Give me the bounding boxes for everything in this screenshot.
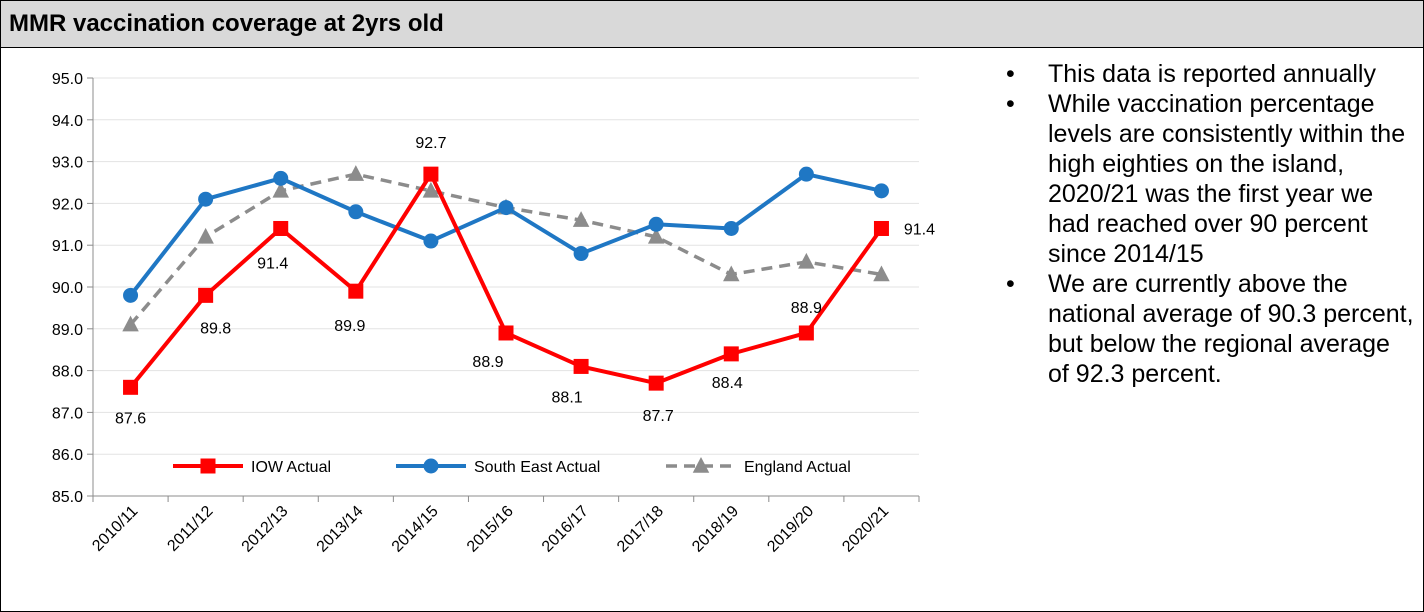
y-tick-label: 95.0 xyxy=(52,71,83,88)
note-text: This data is reported annually xyxy=(1048,60,1376,88)
data-point xyxy=(348,283,364,299)
data-label: 89.8 xyxy=(200,320,231,337)
data-label: 88.1 xyxy=(552,389,583,406)
bullet-icon: • xyxy=(1006,60,1015,88)
data-point xyxy=(873,220,889,236)
bullet-icon: • xyxy=(1006,270,1015,298)
data-point xyxy=(423,233,439,249)
data-label: 91.4 xyxy=(904,221,935,238)
line-chart: 85.0 86.0 87.0 88.0 89.0 90.0 91.0 92.0 93.0 94.0… xyxy=(52,71,935,556)
y-tick-label: 94.0 xyxy=(52,113,83,130)
note-text: While vaccination percentage levels are … xyxy=(1048,90,1406,268)
data-label: 88.4 xyxy=(712,375,743,392)
series-line-england-actual xyxy=(129,172,882,326)
data-point xyxy=(198,287,214,303)
data-point xyxy=(723,265,740,282)
x-tick-label: 2011/12 xyxy=(164,503,216,555)
y-tick-label: 91.0 xyxy=(52,238,83,255)
y-tick-label: 86.0 xyxy=(52,447,83,464)
x-tick-label: 2012/13 xyxy=(239,503,292,556)
data-label: 88.9 xyxy=(791,300,822,317)
bullet-icon: • xyxy=(1006,90,1015,118)
data-point xyxy=(648,216,664,232)
data-point xyxy=(197,227,214,244)
data-label: 87.6 xyxy=(115,410,146,427)
data-point xyxy=(498,200,514,216)
series-line-south-east-actual xyxy=(128,172,882,297)
x-tick-label: 2019/20 xyxy=(764,503,817,556)
data-point xyxy=(423,166,439,182)
data-label: 91.4 xyxy=(257,255,288,272)
legend-marker xyxy=(423,458,439,474)
panel-title: MMR vaccination coverage at 2yrs old xyxy=(9,10,444,37)
y-tick-label: 93.0 xyxy=(52,155,83,172)
data-point xyxy=(348,204,364,220)
title-bar: MMR vaccination coverage at 2yrs old xyxy=(1,1,1423,48)
data-point xyxy=(798,166,814,182)
data-point xyxy=(798,252,815,269)
data-point xyxy=(573,246,589,262)
legend-marker xyxy=(692,457,710,473)
note-item: • We are currently above the national ave… xyxy=(1006,269,1416,389)
x-tick-label: 2013/14 xyxy=(314,503,367,556)
note-item: • While vaccination percentage levels are… xyxy=(1006,89,1416,269)
x-tick-label: 2010/11 xyxy=(89,503,141,555)
legend-marker xyxy=(200,458,216,474)
data-label: 88.9 xyxy=(472,354,503,371)
notes-list: • This data is reported annually • While v… xyxy=(1006,59,1416,389)
y-tick-label: 90.0 xyxy=(52,280,83,297)
data-point xyxy=(273,170,289,186)
x-tick-label: 2018/19 xyxy=(689,503,742,556)
y-tick-label: 87.0 xyxy=(52,405,83,422)
data-point xyxy=(798,325,814,341)
note-text: We are currently above the national aver… xyxy=(1048,270,1414,388)
data-point xyxy=(122,315,139,332)
x-tick-label: 2020/21 xyxy=(839,503,892,556)
x-tick-label: 2016/17 xyxy=(539,503,592,556)
data-point xyxy=(647,227,665,244)
data-point xyxy=(873,265,890,282)
x-tick-label: 2015/16 xyxy=(464,503,517,556)
data-point xyxy=(123,379,139,395)
data-point xyxy=(123,287,139,303)
data-point xyxy=(723,346,739,362)
legend-label: IOW Actual xyxy=(251,459,331,476)
data-point xyxy=(723,220,739,236)
y-tick-label: 92.0 xyxy=(52,196,83,213)
data-label: 89.9 xyxy=(334,318,365,335)
data-point xyxy=(498,325,514,341)
data-point xyxy=(873,183,889,199)
data-point xyxy=(347,165,365,181)
note-item: • This data is reported annually xyxy=(1006,59,1416,89)
y-tick-label: 88.0 xyxy=(52,364,83,381)
data-point xyxy=(422,181,440,198)
data-point xyxy=(648,375,664,391)
x-tick-label: 2017/18 xyxy=(614,503,667,556)
data-point xyxy=(198,191,214,207)
legend-label: England Actual xyxy=(744,459,851,476)
y-tick-label: 85.0 xyxy=(52,489,83,506)
data-point xyxy=(572,211,590,227)
data-point xyxy=(273,220,289,236)
data-point xyxy=(272,181,289,198)
data-point xyxy=(573,358,589,374)
x-tick-label: 2014/15 xyxy=(389,503,442,556)
y-tick-label: 89.0 xyxy=(52,322,83,339)
data-label: 87.7 xyxy=(643,408,674,425)
legend-label: South East Actual xyxy=(474,459,600,476)
data-label: 92.7 xyxy=(415,135,446,152)
